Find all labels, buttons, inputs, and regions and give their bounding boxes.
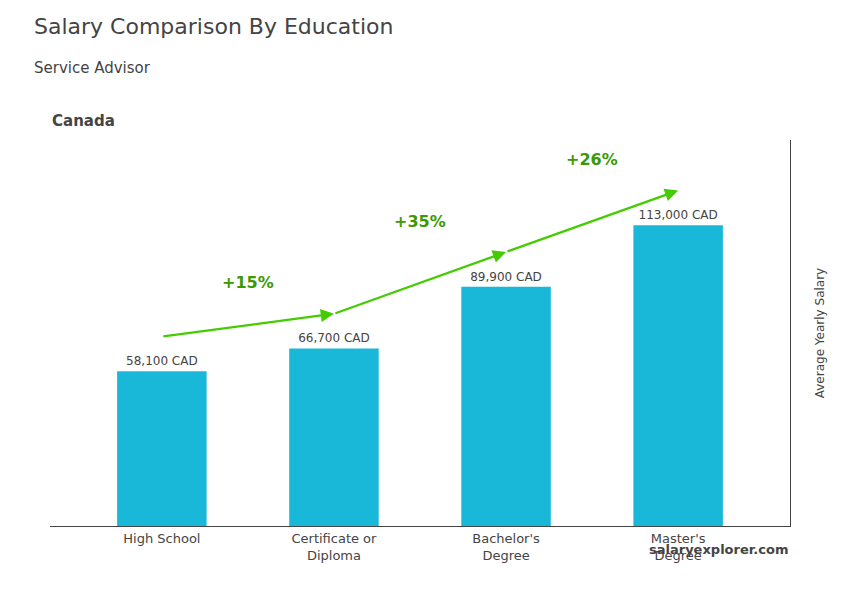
svg-text:Service Advisor: Service Advisor [34, 59, 151, 77]
svg-text:113,000 CAD: 113,000 CAD [639, 208, 718, 222]
svg-text:Canada: Canada [52, 112, 115, 130]
svg-text:89,900 CAD: 89,900 CAD [470, 270, 542, 284]
svg-text:58,100 CAD: 58,100 CAD [126, 354, 198, 368]
svg-text:Salary Comparison By Education: Salary Comparison By Education [34, 14, 393, 39]
svg-text:Master'sDegree: Master'sDegree [651, 531, 706, 563]
svg-text:Average Yearly Salary: Average Yearly Salary [813, 268, 827, 398]
svg-text:Certificate orDiploma: Certificate orDiploma [291, 531, 377, 563]
svg-text:+15%: +15% [222, 273, 274, 292]
svg-text:66,700 CAD: 66,700 CAD [298, 331, 370, 345]
svg-text:+26%: +26% [566, 150, 618, 169]
svg-text:+35%: +35% [394, 212, 446, 231]
svg-text:salaryexplorer.com: salaryexplorer.com [649, 542, 788, 557]
svg-text:High School: High School [123, 531, 200, 546]
svg-text:Bachelor'sDegree: Bachelor'sDegree [472, 531, 540, 563]
